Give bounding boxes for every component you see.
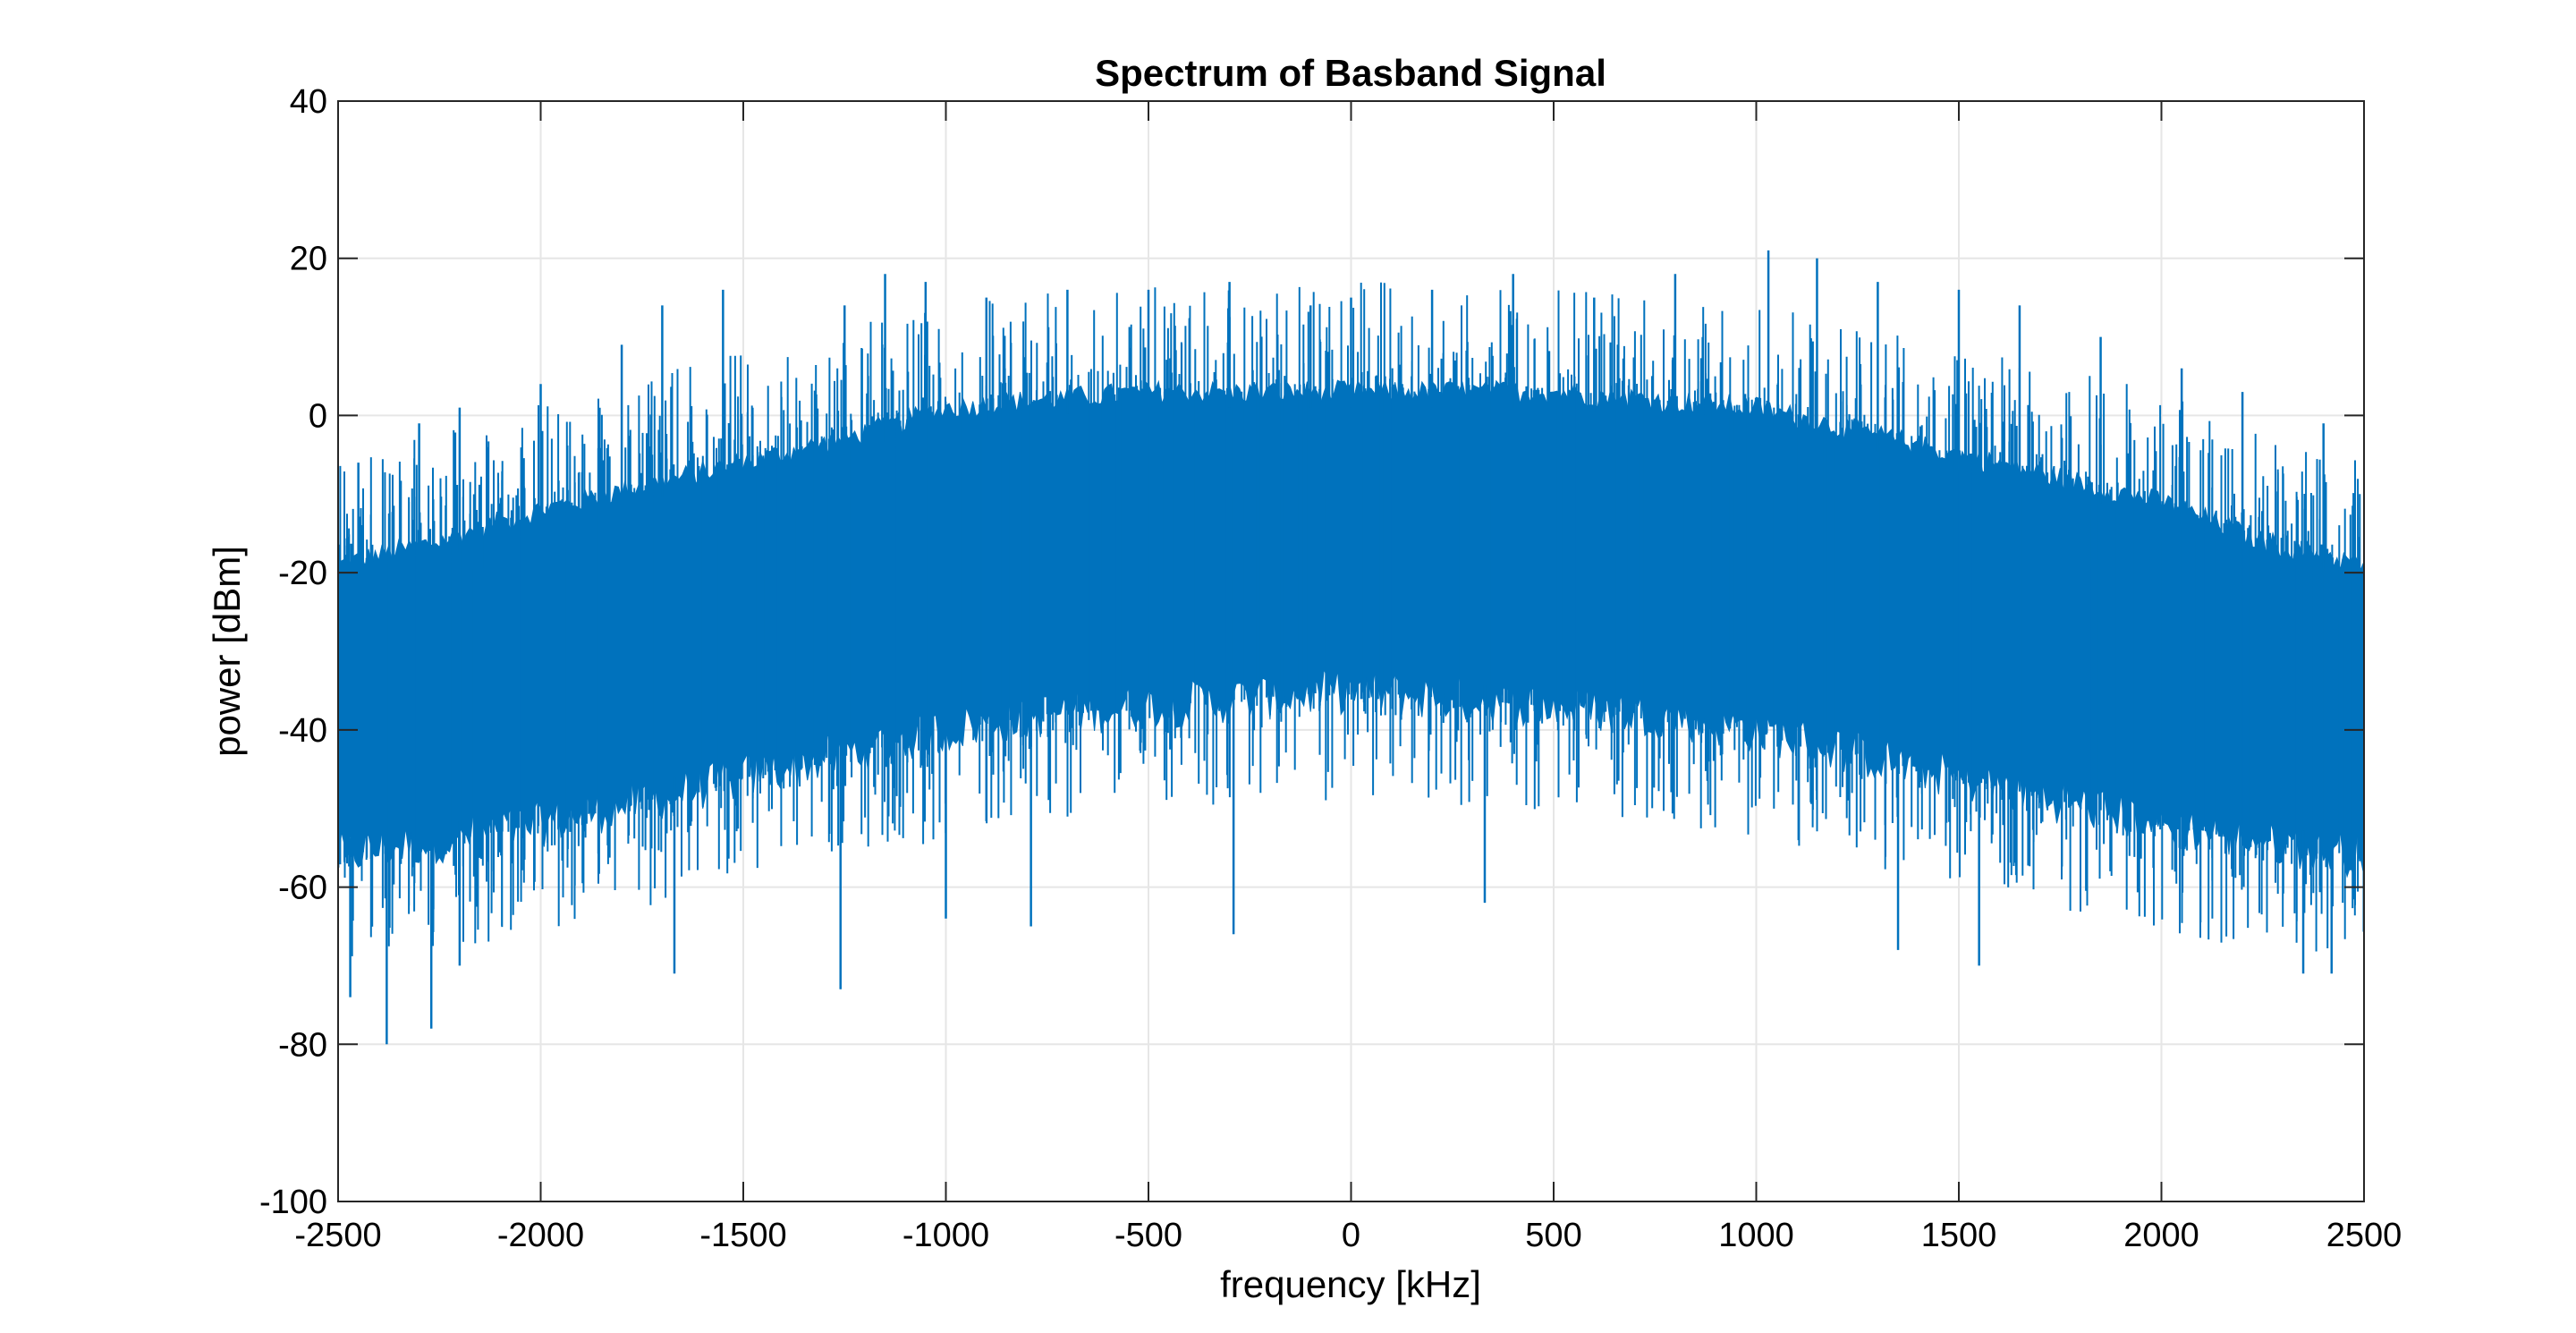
x-tick-label: 2500	[2326, 1217, 2402, 1254]
y-tick-label: -20	[278, 555, 327, 592]
x-tick-label: -1000	[902, 1217, 989, 1254]
x-tick-label: -500	[1114, 1217, 1182, 1254]
y-tick-label: 20	[290, 241, 327, 278]
x-tick-label: 2000	[2123, 1217, 2199, 1254]
y-tick-label: 0	[309, 397, 327, 435]
y-tick-label: -40	[278, 712, 327, 750]
y-tick-label: -60	[278, 870, 327, 907]
x-axis-tick-labels: -2500 -2000 -1500 -1000 -500 0 500 1000 1500 2000…	[294, 1217, 2402, 1254]
y-tick-label: 40	[290, 83, 327, 121]
x-tick-label: -2500	[294, 1217, 381, 1254]
x-tick-label: -1500	[699, 1217, 786, 1254]
x-tick-label: 1500	[1921, 1217, 1997, 1254]
x-axis-label: frequency [kHz]	[1220, 1263, 1481, 1305]
data-series	[337, 250, 2365, 1045]
x-tick-label: 1000	[1718, 1217, 1794, 1254]
y-tick-label: -100	[259, 1184, 327, 1221]
x-tick-label: 0	[1342, 1217, 1360, 1254]
spectrum-spikes	[337, 282, 2365, 956]
y-tick-label: -80	[278, 1026, 327, 1064]
x-tick-label: -2000	[497, 1217, 584, 1254]
y-axis-label: power [dBm]	[206, 546, 248, 757]
x-tick-label: 500	[1525, 1217, 1581, 1254]
chart-title: Spectrum of Basband Signal	[1095, 52, 1606, 94]
axis-ticks	[337, 100, 2365, 1202]
y-axis-tick-labels: -100 -80 -60 -40 -20 0 20 40	[259, 83, 327, 1221]
